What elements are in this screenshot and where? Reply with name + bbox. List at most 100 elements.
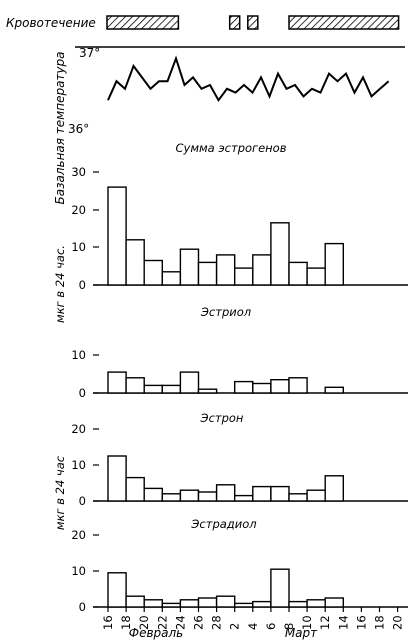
temperature-tick-low: 36° (68, 122, 89, 136)
bar (306, 267, 326, 286)
bar (179, 599, 200, 608)
bar (197, 491, 218, 502)
y-tick-label: 10 (71, 348, 86, 362)
month-label-february: Февраль (129, 626, 184, 640)
bar (197, 388, 218, 394)
y-tick-label: 0 (79, 278, 86, 292)
temperature-line (107, 55, 390, 103)
x-tick-label: 24 (173, 615, 187, 630)
bar (161, 493, 182, 502)
y-tick-label: 20 (71, 422, 86, 436)
panel-3: 20 10 0 (71, 528, 408, 614)
bar (215, 254, 236, 286)
panel-1: 10 0 (71, 348, 408, 400)
x-tick-label: 4 (246, 623, 260, 630)
bar (270, 379, 290, 394)
panel-2: 20 10 0 (71, 422, 408, 508)
x-tick-label: 16 (101, 615, 115, 630)
bar (324, 475, 345, 502)
y-tick-label: 10 (71, 458, 86, 472)
x-tick-label: 26 (192, 615, 206, 630)
bar (288, 261, 308, 286)
bar (233, 602, 254, 608)
x-tick-label: 28 (210, 615, 224, 630)
y-tick-label: 10 (71, 240, 86, 254)
bar (270, 568, 290, 608)
bar (306, 489, 326, 502)
bar (252, 485, 272, 502)
x-tick-label: 22 (155, 615, 169, 630)
bar (161, 384, 182, 394)
bleeding-bar-3 (288, 15, 400, 30)
y-tick-label: 20 (71, 203, 86, 217)
panel-title-estradiol: Эстрадиол (190, 517, 257, 531)
bar (143, 259, 163, 286)
x-tick-label: 16 (354, 615, 368, 630)
bar (143, 384, 163, 394)
x-tick-label: 8 (282, 623, 296, 630)
temperature-panel: Базальная температура 37° 36° (53, 46, 405, 204)
panel-title-estriol: Эстриол (200, 305, 252, 319)
bar (179, 371, 200, 394)
bar (233, 380, 254, 394)
x-tick-label: 2 (228, 623, 242, 630)
x-axis: 16 18 20 22 24 26 28 2 4 6 8 10 12 14 16 18 20 (101, 607, 405, 630)
bar (324, 597, 345, 608)
bleeding-label: Кровотечение (6, 16, 96, 30)
bar (215, 595, 236, 608)
bar (107, 572, 127, 608)
panel-0: 30 20 10 0 (71, 165, 408, 292)
bar (324, 386, 345, 394)
bar (252, 600, 272, 608)
panel-title-total-estrogens: Сумма эстрогенов (175, 141, 286, 155)
x-tick-label: 14 (336, 615, 350, 630)
month-label-march: Март (285, 626, 318, 640)
y-tick-label: 20 (71, 528, 86, 542)
bar (306, 599, 326, 608)
bleeding-bar-2 (247, 15, 259, 30)
bar (324, 242, 345, 286)
bar-panels: 30 20 10 0 10 0 20 10 0 20 10 0 (71, 165, 408, 614)
bar (288, 600, 308, 608)
bar (107, 371, 127, 394)
y-tick-label: 0 (79, 494, 86, 508)
bar (161, 271, 182, 286)
left-axis-label-upper: мкг в 24 час. (53, 245, 67, 323)
bar (143, 487, 163, 502)
bar (125, 239, 145, 286)
x-tick-label: 18 (373, 615, 387, 630)
bleeding-bar-0 (106, 15, 180, 30)
bar (233, 494, 254, 502)
x-tick-label: 12 (318, 615, 332, 630)
y-tick-label: 0 (79, 600, 86, 614)
bar (107, 186, 127, 286)
bar (125, 595, 145, 608)
bar (179, 248, 200, 286)
left-axis-label-lower: мкг в 24 час (53, 455, 67, 530)
bar (252, 254, 272, 286)
bar (107, 455, 127, 502)
bar (270, 222, 290, 286)
x-tick-label: 6 (264, 623, 278, 630)
x-tick-label: 10 (300, 615, 314, 630)
y-tick-label: 10 (71, 564, 86, 578)
bar (179, 489, 200, 502)
y-tick-label: 0 (79, 386, 86, 400)
y-tick-label: 30 (71, 165, 86, 179)
bleeding-bar-1 (228, 15, 241, 30)
bleeding-bars (106, 15, 400, 30)
x-tick-label: 18 (119, 615, 133, 630)
bar (233, 267, 254, 286)
bar (161, 602, 182, 608)
bar (288, 377, 308, 394)
bar (197, 597, 218, 608)
bar (125, 476, 145, 502)
panel-title-estrone: Эстрон (200, 411, 244, 425)
bleeding-row: Кровотечение (6, 15, 400, 30)
bar (252, 382, 272, 394)
bar (197, 261, 218, 286)
bar (125, 377, 145, 394)
bar (143, 599, 163, 608)
x-tick-label: 20 (391, 615, 405, 630)
